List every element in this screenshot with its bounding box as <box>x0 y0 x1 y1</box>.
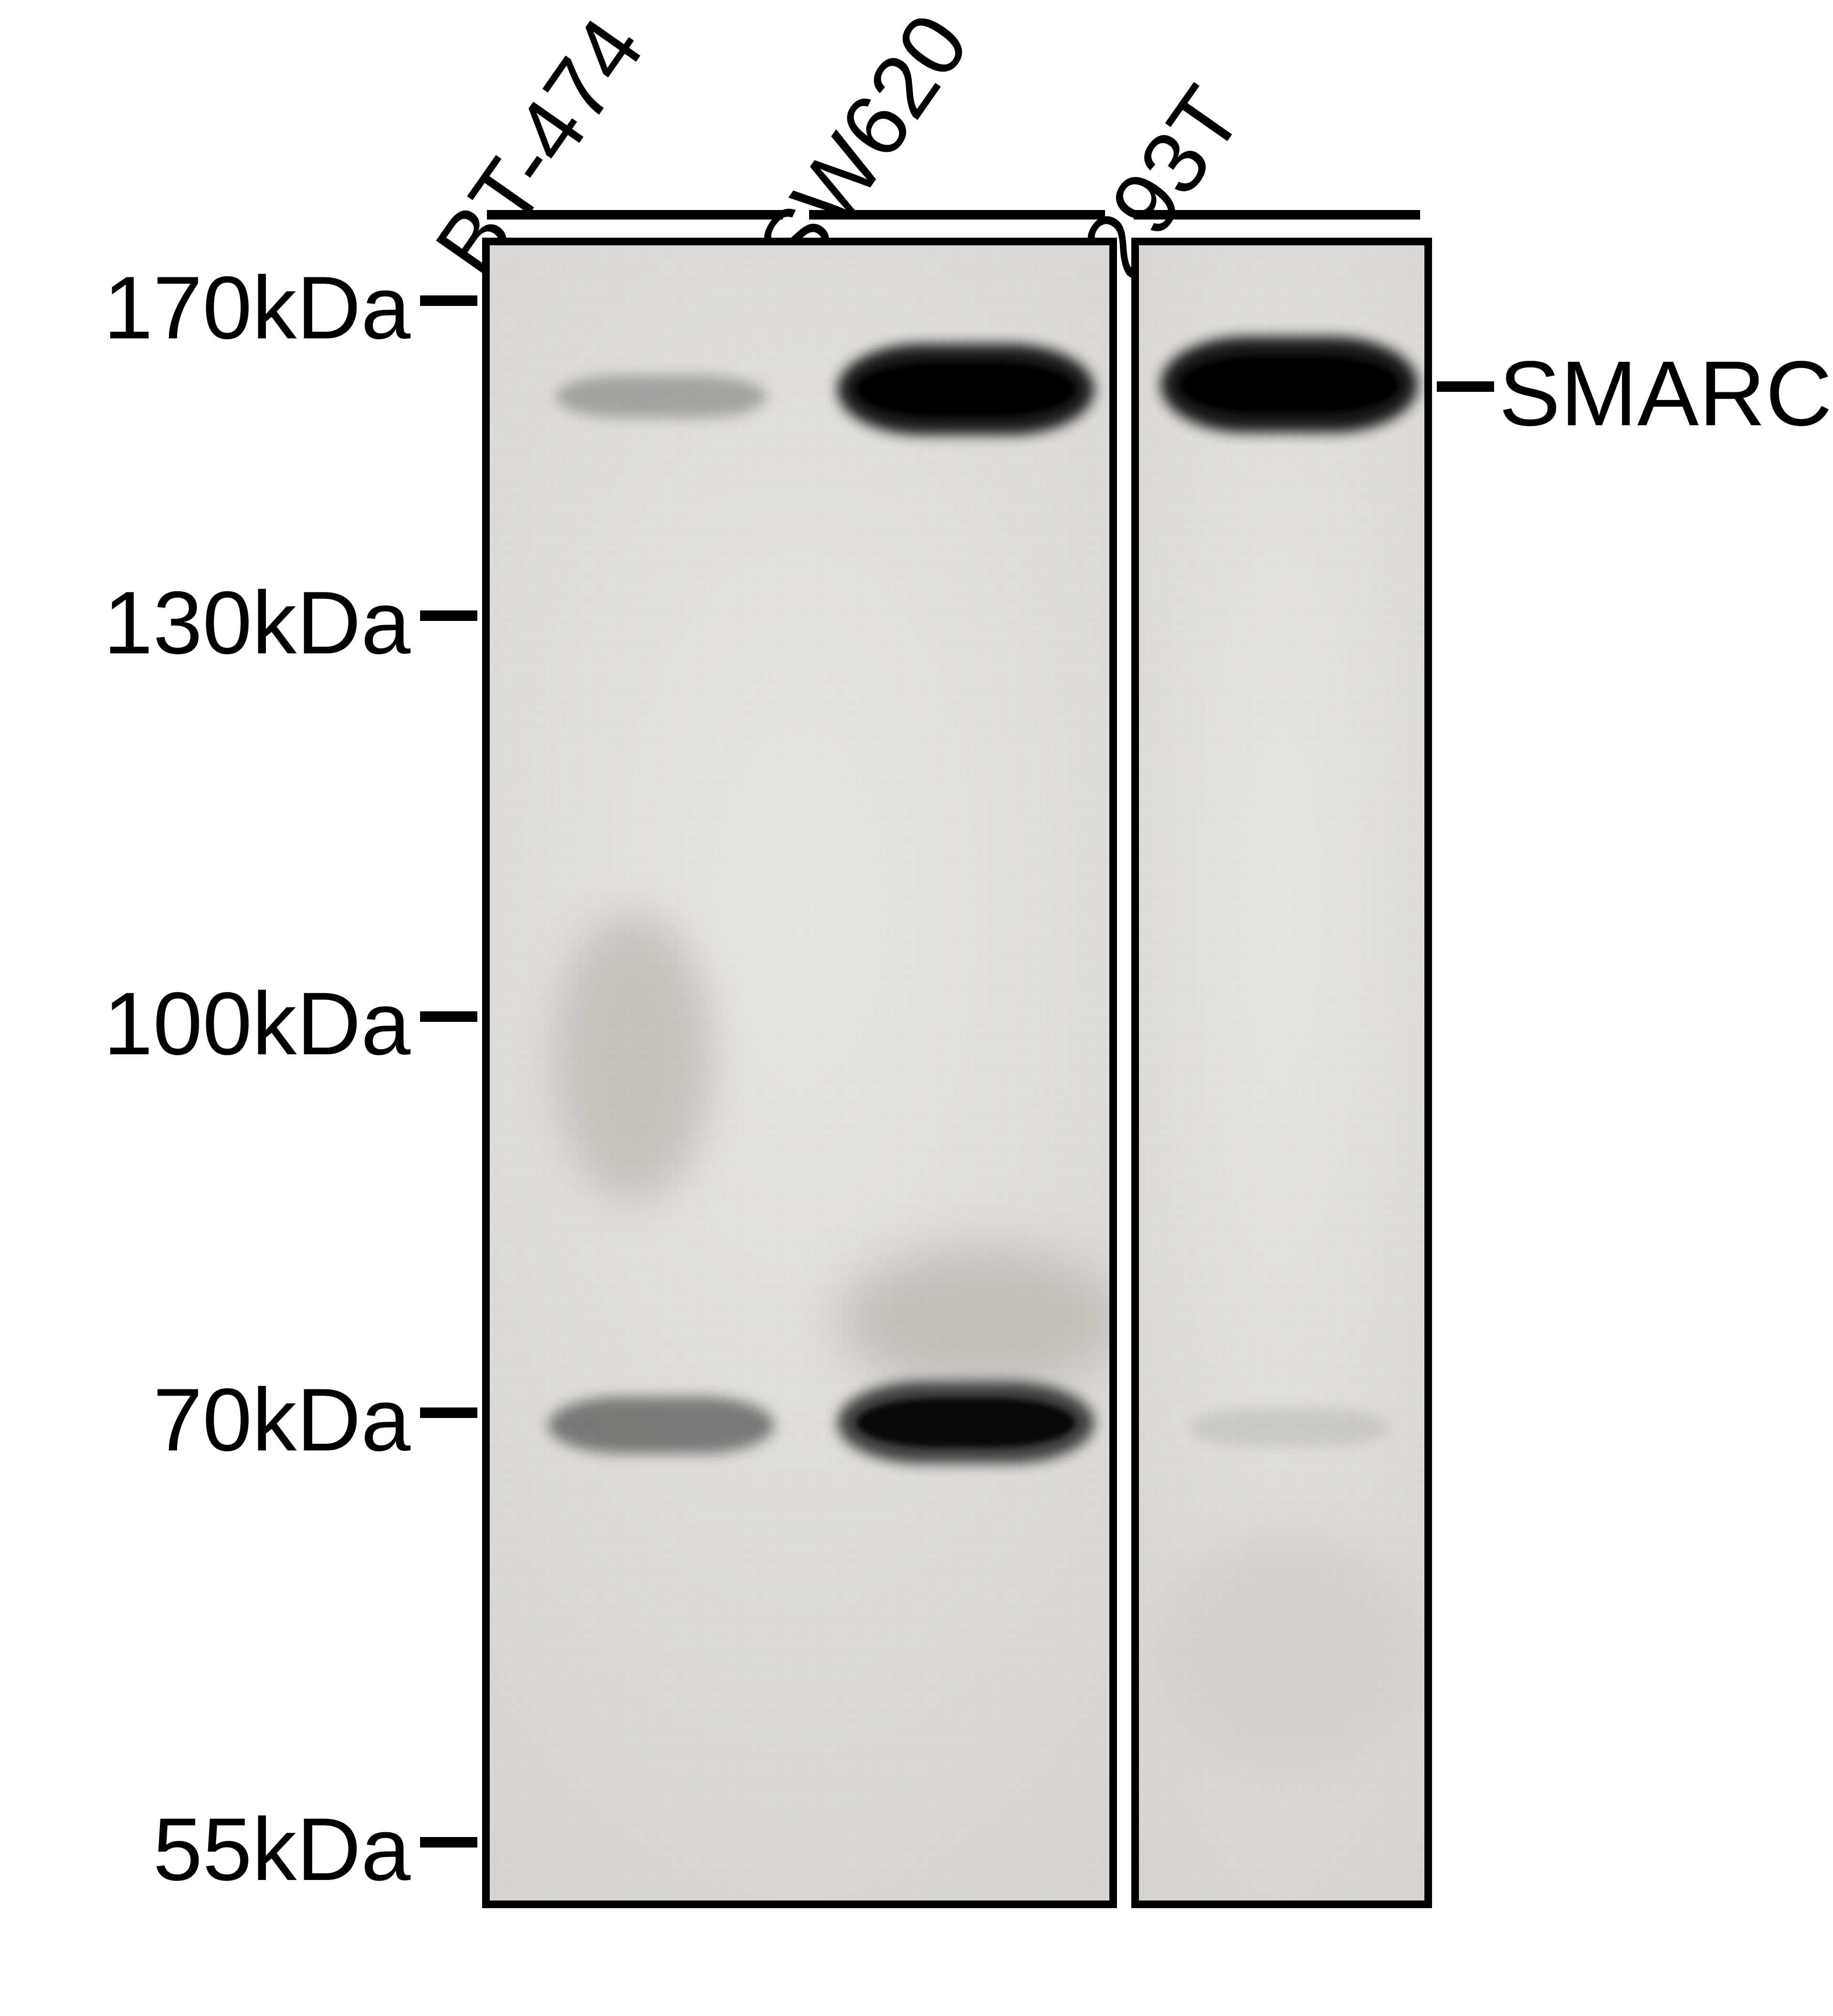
mw-tick <box>420 1407 477 1418</box>
mw-label-170kDa: 170kDa <box>104 256 411 359</box>
film-grain <box>490 245 1109 1900</box>
mw-tick <box>420 610 477 621</box>
mw-label-70kDa: 70kDa <box>153 1368 411 1471</box>
mw-tick <box>420 295 477 306</box>
target-tick <box>1437 381 1494 392</box>
mw-label-130kDa: 130kDa <box>104 571 411 674</box>
mw-tick <box>420 1837 477 1848</box>
panel-right <box>1131 238 1432 1908</box>
target-protein-label: SMARCC1 <box>1499 340 1833 446</box>
lane-underline <box>487 210 783 220</box>
film-grain <box>1139 245 1424 1900</box>
mw-label-100kDa: 100kDa <box>104 972 411 1075</box>
mw-tick <box>420 1011 477 1022</box>
lane-underline <box>1134 210 1420 220</box>
lane-underline <box>809 210 1105 220</box>
mw-label-55kDa: 55kDa <box>153 1798 411 1900</box>
panel-left <box>482 238 1117 1908</box>
western-blot-figure: BT-474SW620293T 170kDa130kDa100kDa70kDa5… <box>0 0 1833 2016</box>
